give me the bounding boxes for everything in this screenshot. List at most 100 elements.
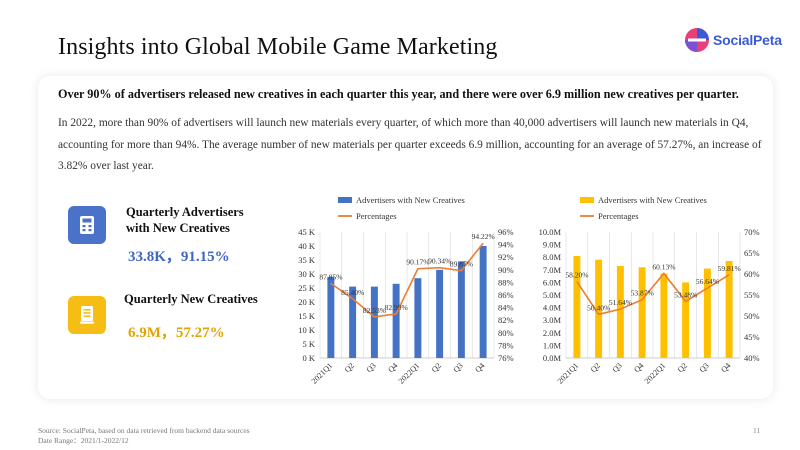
bar bbox=[414, 278, 422, 358]
x-tick-label: Q3 bbox=[365, 361, 378, 374]
metric-label-line2: with New Creatives bbox=[126, 221, 230, 235]
bar bbox=[457, 261, 465, 358]
y-right-tick-label: 92% bbox=[498, 252, 514, 262]
y-left-tick-label: 1.0M bbox=[543, 340, 562, 350]
y-left-tick-label: 10.0M bbox=[539, 227, 562, 237]
percentage-line bbox=[330, 242, 484, 318]
data-label: 94.22% bbox=[472, 232, 495, 241]
y-right-tick-label: 82% bbox=[498, 315, 514, 325]
x-tick-label: Q4 bbox=[386, 361, 399, 374]
x-tick-label: Q3 bbox=[611, 361, 624, 374]
y-left-tick-label: 15 K bbox=[298, 311, 316, 321]
y-right-tick-label: 60% bbox=[744, 269, 760, 279]
data-label: 50.40% bbox=[587, 303, 610, 312]
data-label: 51.64% bbox=[609, 298, 632, 307]
data-label: 53.48% bbox=[674, 290, 697, 299]
y-right-tick-label: 40% bbox=[744, 353, 760, 363]
y-left-tick-label: 9.0M bbox=[543, 240, 562, 250]
bar bbox=[436, 269, 444, 358]
logo-text: SocialPeta bbox=[713, 32, 782, 48]
data-label: 89.87% bbox=[450, 260, 473, 269]
data-label: 82.53% bbox=[363, 306, 386, 315]
y-right-tick-label: 70% bbox=[744, 227, 760, 237]
metric-value: 33.8K，91.15% bbox=[128, 249, 230, 265]
metric-value: 6.9M，57.27% bbox=[128, 325, 225, 341]
y-right-tick-label: 55% bbox=[744, 290, 760, 300]
bar bbox=[660, 273, 668, 358]
bar bbox=[703, 268, 711, 358]
bar bbox=[392, 283, 400, 358]
y-left-tick-label: 0 K bbox=[302, 353, 315, 363]
footer: Source: SocialPeta, based on data retrie… bbox=[38, 426, 250, 445]
x-tick-label: 2021Q1 bbox=[556, 361, 581, 386]
content-card: Over 90% of advertisers released new cre… bbox=[38, 76, 773, 399]
headline: Over 90% of advertisers released new cre… bbox=[58, 87, 739, 101]
y-right-tick-label: 65% bbox=[744, 248, 760, 258]
metric-label: Quarterly New Creatives bbox=[124, 291, 284, 307]
data-label: 87.85% bbox=[319, 272, 342, 281]
y-left-tick-label: 10 K bbox=[298, 325, 316, 335]
x-tick-label: Q2 bbox=[343, 361, 356, 374]
data-label: 56.64% bbox=[696, 277, 719, 286]
bar bbox=[349, 286, 357, 358]
y-left-tick-label: 30 K bbox=[298, 269, 316, 279]
bar bbox=[616, 266, 624, 358]
y-left-tick-label: 3.0M bbox=[543, 315, 562, 325]
socialpeta-logo-icon bbox=[685, 28, 709, 52]
y-left-tick-label: 8.0M bbox=[543, 252, 562, 262]
y-left-tick-label: 5.0M bbox=[543, 290, 562, 300]
x-tick-label: 2022Q1 bbox=[397, 361, 422, 386]
y-right-tick-label: 45% bbox=[744, 332, 760, 342]
x-tick-label: Q3 bbox=[698, 361, 711, 374]
footer-source: Source: SocialPeta, based on data retrie… bbox=[38, 426, 250, 435]
bar bbox=[327, 276, 335, 358]
percentage-line bbox=[576, 272, 730, 316]
y-right-tick-label: 88% bbox=[498, 277, 514, 287]
y-right-tick-label: 50% bbox=[744, 311, 760, 321]
y-right-tick-label: 86% bbox=[498, 290, 514, 300]
y-right-tick-label: 96% bbox=[498, 227, 514, 237]
x-tick-label: 2021Q1 bbox=[310, 361, 335, 386]
y-left-tick-label: 40 K bbox=[298, 241, 316, 251]
data-label: 60.13% bbox=[652, 262, 675, 271]
bar bbox=[370, 286, 378, 358]
y-right-tick-label: 84% bbox=[498, 303, 514, 313]
data-label: 58.20% bbox=[565, 271, 588, 280]
y-right-tick-label: 76% bbox=[498, 353, 514, 363]
data-label: 82.99% bbox=[385, 303, 408, 312]
x-tick-label: 2022Q1 bbox=[643, 361, 668, 386]
body-paragraph: In 2022, more than 90% of advertisers wi… bbox=[58, 117, 762, 172]
footer-date-range: Date Range：2021/1-2022/12 bbox=[38, 435, 129, 445]
x-tick-label: Q4 bbox=[719, 361, 732, 374]
data-label: 85.40% bbox=[341, 288, 364, 297]
bar bbox=[638, 267, 646, 358]
y-left-tick-label: 7.0M bbox=[543, 265, 562, 275]
bar bbox=[595, 259, 603, 358]
x-tick-label: Q4 bbox=[632, 361, 645, 374]
bar bbox=[725, 260, 733, 358]
y-left-tick-label: 5 K bbox=[302, 339, 315, 349]
page-number: 11 bbox=[753, 426, 761, 435]
legend-swatch-bars bbox=[580, 197, 594, 203]
data-label: 53.87% bbox=[631, 289, 654, 298]
y-right-tick-label: 80% bbox=[498, 328, 514, 338]
data-label: 59.81% bbox=[718, 264, 741, 273]
y-right-tick-label: 90% bbox=[498, 265, 514, 275]
document-icon bbox=[68, 296, 106, 334]
x-tick-label: Q2 bbox=[589, 361, 602, 374]
logo: SocialPeta bbox=[684, 26, 782, 54]
calculator-icon bbox=[68, 206, 106, 244]
legend-label: Advertisers with New Creatives bbox=[356, 195, 465, 205]
metric-label-line1: Quarterly Advertisers bbox=[126, 205, 244, 219]
y-left-tick-label: 2.0M bbox=[543, 328, 562, 338]
x-tick-label: Q4 bbox=[473, 361, 486, 374]
y-left-tick-label: 45 K bbox=[298, 227, 316, 237]
metric-label-line1: Quarterly New Creatives bbox=[124, 292, 258, 306]
x-tick-label: Q2 bbox=[676, 361, 689, 374]
metric-label: Quarterly Advertisers with New Creatives bbox=[126, 204, 266, 236]
legend-swatch-bars bbox=[338, 197, 352, 203]
x-tick-label: Q3 bbox=[452, 361, 465, 374]
data-label: 90.34% bbox=[428, 257, 451, 266]
bar bbox=[573, 255, 581, 358]
